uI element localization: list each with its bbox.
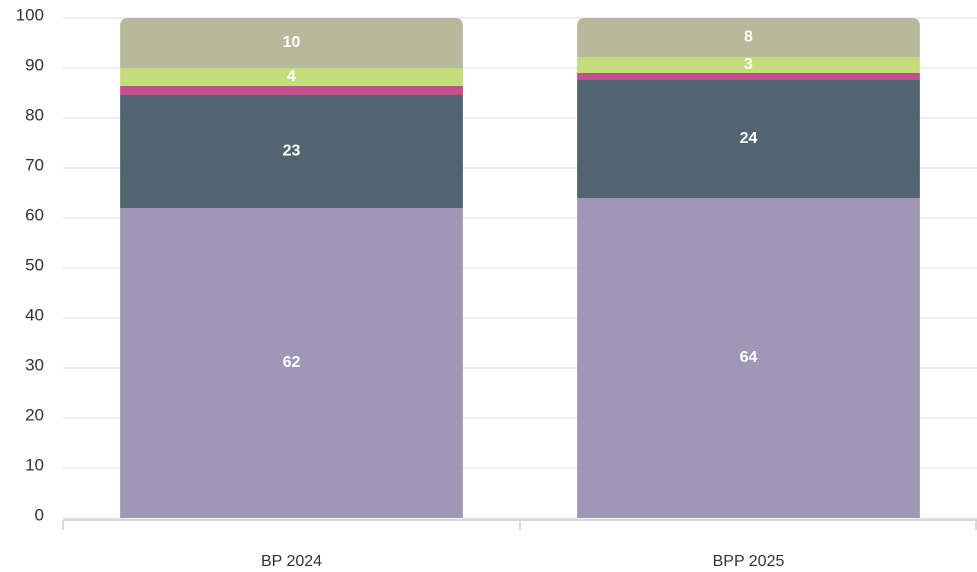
x-tick-label: BP 2024 — [261, 553, 322, 570]
value-label: 3 — [744, 56, 753, 73]
y-tick-label: 60 — [25, 205, 44, 224]
y-tick-label: 40 — [25, 305, 44, 324]
y-tick-label: 20 — [25, 405, 44, 424]
y-tick-label: 80 — [25, 105, 44, 124]
y-tick-label: 70 — [25, 155, 44, 174]
bar-segment — [120, 208, 463, 518]
bar-segment — [577, 80, 920, 198]
value-label: 23 — [283, 143, 301, 160]
y-tick-label: 0 — [35, 505, 44, 524]
bar-segment — [577, 73, 920, 80]
x-tick-label: BPP 2025 — [713, 553, 785, 570]
y-tick-label: 90 — [25, 55, 44, 74]
bar-segment — [120, 68, 463, 86]
bar-segment — [120, 86, 463, 95]
bar-segment — [120, 95, 463, 208]
y-tick-label: 50 — [25, 255, 44, 274]
value-label: 24 — [740, 130, 758, 147]
bar-segment — [577, 57, 920, 73]
value-label: 4 — [287, 68, 296, 85]
value-label: 8 — [744, 29, 753, 46]
y-tick-label: 100 — [16, 5, 44, 24]
y-tick-label: 10 — [25, 455, 44, 474]
value-label: 64 — [740, 349, 758, 366]
value-label: 10 — [283, 34, 301, 51]
y-tick-label: 30 — [25, 355, 44, 374]
bar-segment — [577, 18, 920, 57]
value-label: 62 — [283, 354, 301, 371]
bar-segment — [577, 198, 920, 518]
bar-segment — [120, 18, 463, 68]
